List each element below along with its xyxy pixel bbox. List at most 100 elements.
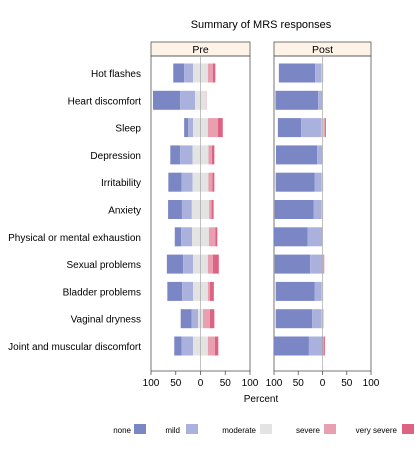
post-panel-label: Post [312, 44, 333, 56]
post-x-tick-label-4: 100 [363, 378, 380, 389]
category-label-heart-discomfort: Heart discomfort [68, 96, 142, 107]
pre-x-tick-label-4: 100 [242, 378, 259, 389]
x-axis-label: Percent [244, 394, 279, 405]
post-bar-joint-and-muscular-discomfort-severe [322, 336, 324, 356]
post-x-tick-label-3: 50 [341, 378, 353, 389]
pre-bar-physical-or-mental-exhaustion-none [174, 227, 182, 247]
post-bar-vaginal-dryness-none [275, 309, 313, 329]
category-label-hot-flashes: Hot flashes [91, 69, 141, 80]
pre-bar-depression-none [170, 145, 181, 165]
post-bar-vaginal-dryness-mild [312, 309, 322, 329]
post-bar-heart-discomfort-mild [318, 90, 323, 110]
post-bar-irritability-none [275, 172, 315, 192]
post-bar-sexual-problems-none [274, 254, 311, 274]
pre-bar-sexual-problems-very-severe [212, 254, 219, 274]
pre-bar-depression-very-severe [211, 145, 215, 165]
pre-x-tick-label-1: 50 [170, 378, 182, 389]
post-bar-heart-discomfort-none [275, 90, 319, 110]
pre-bar-sexual-problems-mild [183, 254, 194, 274]
category-label-irritability: Irritability [101, 178, 141, 189]
pre-bar-sexual-problems-none [166, 254, 184, 274]
category-labels: Hot flashes Heart discomfort Sleep Depressi… [8, 69, 141, 353]
legend-label-none: none [113, 426, 131, 435]
post-bar-sleep-severe [323, 118, 325, 138]
x-axis-post: 100 50 0 50 100 [266, 371, 380, 389]
post-bar-depression-mild [317, 145, 323, 165]
pre-bar-sleep-severe [207, 118, 218, 138]
category-label-bladder-problems: Bladder problems [63, 287, 141, 298]
post-bar-anxiety-none [274, 200, 314, 219]
pre-bar-sexual-problems-severe [207, 254, 213, 274]
post-bar-physical-or-mental-exhaustion-mild [307, 227, 323, 247]
pre-panel-label: Pre [192, 44, 209, 56]
pre-bar-irritability-severe [208, 172, 213, 192]
legend-swatch-very-severe [402, 424, 414, 434]
pre-x-tick-label-3: 50 [220, 378, 232, 389]
category-label-joint-and-muscular-discomfort: Joint and muscular discomfort [8, 342, 141, 353]
pre-bar-hot-flashes-none [173, 63, 185, 83]
pre-bar-irritability-very-severe [212, 172, 215, 192]
category-label-sleep: Sleep [115, 124, 141, 135]
legend-swatch-none [134, 424, 146, 434]
legend-swatch-mild [186, 424, 198, 434]
pre-bar-anxiety-none [168, 200, 182, 219]
post-bar-joint-and-muscular-discomfort-very-severe [323, 336, 325, 356]
pre-bar-hot-flashes-severe [207, 63, 213, 83]
post-bar-physical-or-mental-exhaustion-none [274, 227, 308, 247]
pre-bar-depression-mild [180, 145, 193, 165]
post-bar-sleep-very-severe [324, 118, 326, 138]
pre-bar-physical-or-mental-exhaustion-severe [208, 227, 216, 247]
legend-swatch-severe [324, 424, 336, 434]
pre-bar-irritability-none [168, 172, 182, 192]
pre-bars [152, 56, 223, 371]
post-bar-sleep-mild [301, 118, 322, 138]
pre-bar-physical-or-mental-exhaustion-mild [181, 227, 193, 247]
pre-bar-bladder-problems-mild [182, 281, 194, 301]
legend-label-very-severe: very severe [356, 426, 398, 435]
pre-bar-bladder-problems-very-severe [209, 281, 214, 301]
post-x-tick-label-0: 100 [266, 378, 283, 389]
pre-bar-bladder-problems-severe [207, 281, 210, 301]
legend: none mild moderate severe very severe [113, 424, 414, 435]
pre-bar-anxiety-severe [209, 200, 212, 219]
post-x-tick-label-1: 50 [293, 378, 305, 389]
pre-x-tick-label-2: 0 [198, 378, 204, 389]
post-panel: Post [273, 41, 372, 372]
pre-panel: Pre [150, 41, 251, 372]
pre-bar-joint-and-muscular-discomfort-none [174, 336, 182, 356]
pre-bar-sleep-mild [188, 118, 194, 138]
pre-bar-vaginal-dryness-very-severe [209, 309, 215, 329]
legend-swatch-moderate [260, 424, 272, 434]
pre-bar-hot-flashes-mild [184, 63, 194, 83]
pre-bar-sleep-very-severe [217, 118, 223, 138]
pre-bar-bladder-problems-none [167, 281, 183, 301]
category-label-anxiety: Anxiety [108, 206, 141, 217]
pre-bar-depression-severe [208, 145, 212, 165]
chart-title: Summary of MRS responses [191, 19, 332, 31]
pre-bar-irritability-mild [181, 172, 193, 192]
category-label-physical-or-mental-exhaustion: Physical or mental exhaustion [8, 233, 141, 244]
pre-bar-hot-flashes-very-severe [212, 63, 216, 83]
pre-bar-vaginal-dryness-severe [202, 309, 210, 329]
post-x-tick-label-2: 0 [320, 378, 326, 389]
legend-label-mild: mild [165, 426, 180, 435]
post-bar-hot-flashes-mild [315, 63, 322, 83]
pre-bar-joint-and-muscular-discomfort-very-severe [214, 336, 219, 356]
x-axis-pre: 100 50 0 50 100 [143, 371, 259, 389]
pre-bar-anxiety-mild [181, 200, 192, 219]
pre-bar-anxiety-very-severe [211, 200, 214, 219]
category-label-vaginal-dryness: Vaginal dryness [71, 315, 141, 326]
pre-bar-sleep-none [184, 118, 189, 138]
category-label-depression: Depression [90, 151, 141, 162]
category-label-sexual-problems: Sexual problems [67, 260, 141, 271]
pre-bar-joint-and-muscular-discomfort-mild [181, 336, 194, 356]
post-bars [274, 56, 326, 371]
pre-bar-vaginal-dryness-mild [191, 309, 199, 329]
post-bar-sexual-problems-severe [322, 254, 324, 274]
post-bar-bladder-problems-none [275, 281, 315, 301]
post-bar-hot-flashes-none [278, 63, 316, 83]
pre-x-tick-label-0: 100 [143, 378, 160, 389]
post-bar-joint-and-muscular-discomfort-mild [308, 336, 323, 356]
post-bar-sleep-none [277, 118, 302, 138]
